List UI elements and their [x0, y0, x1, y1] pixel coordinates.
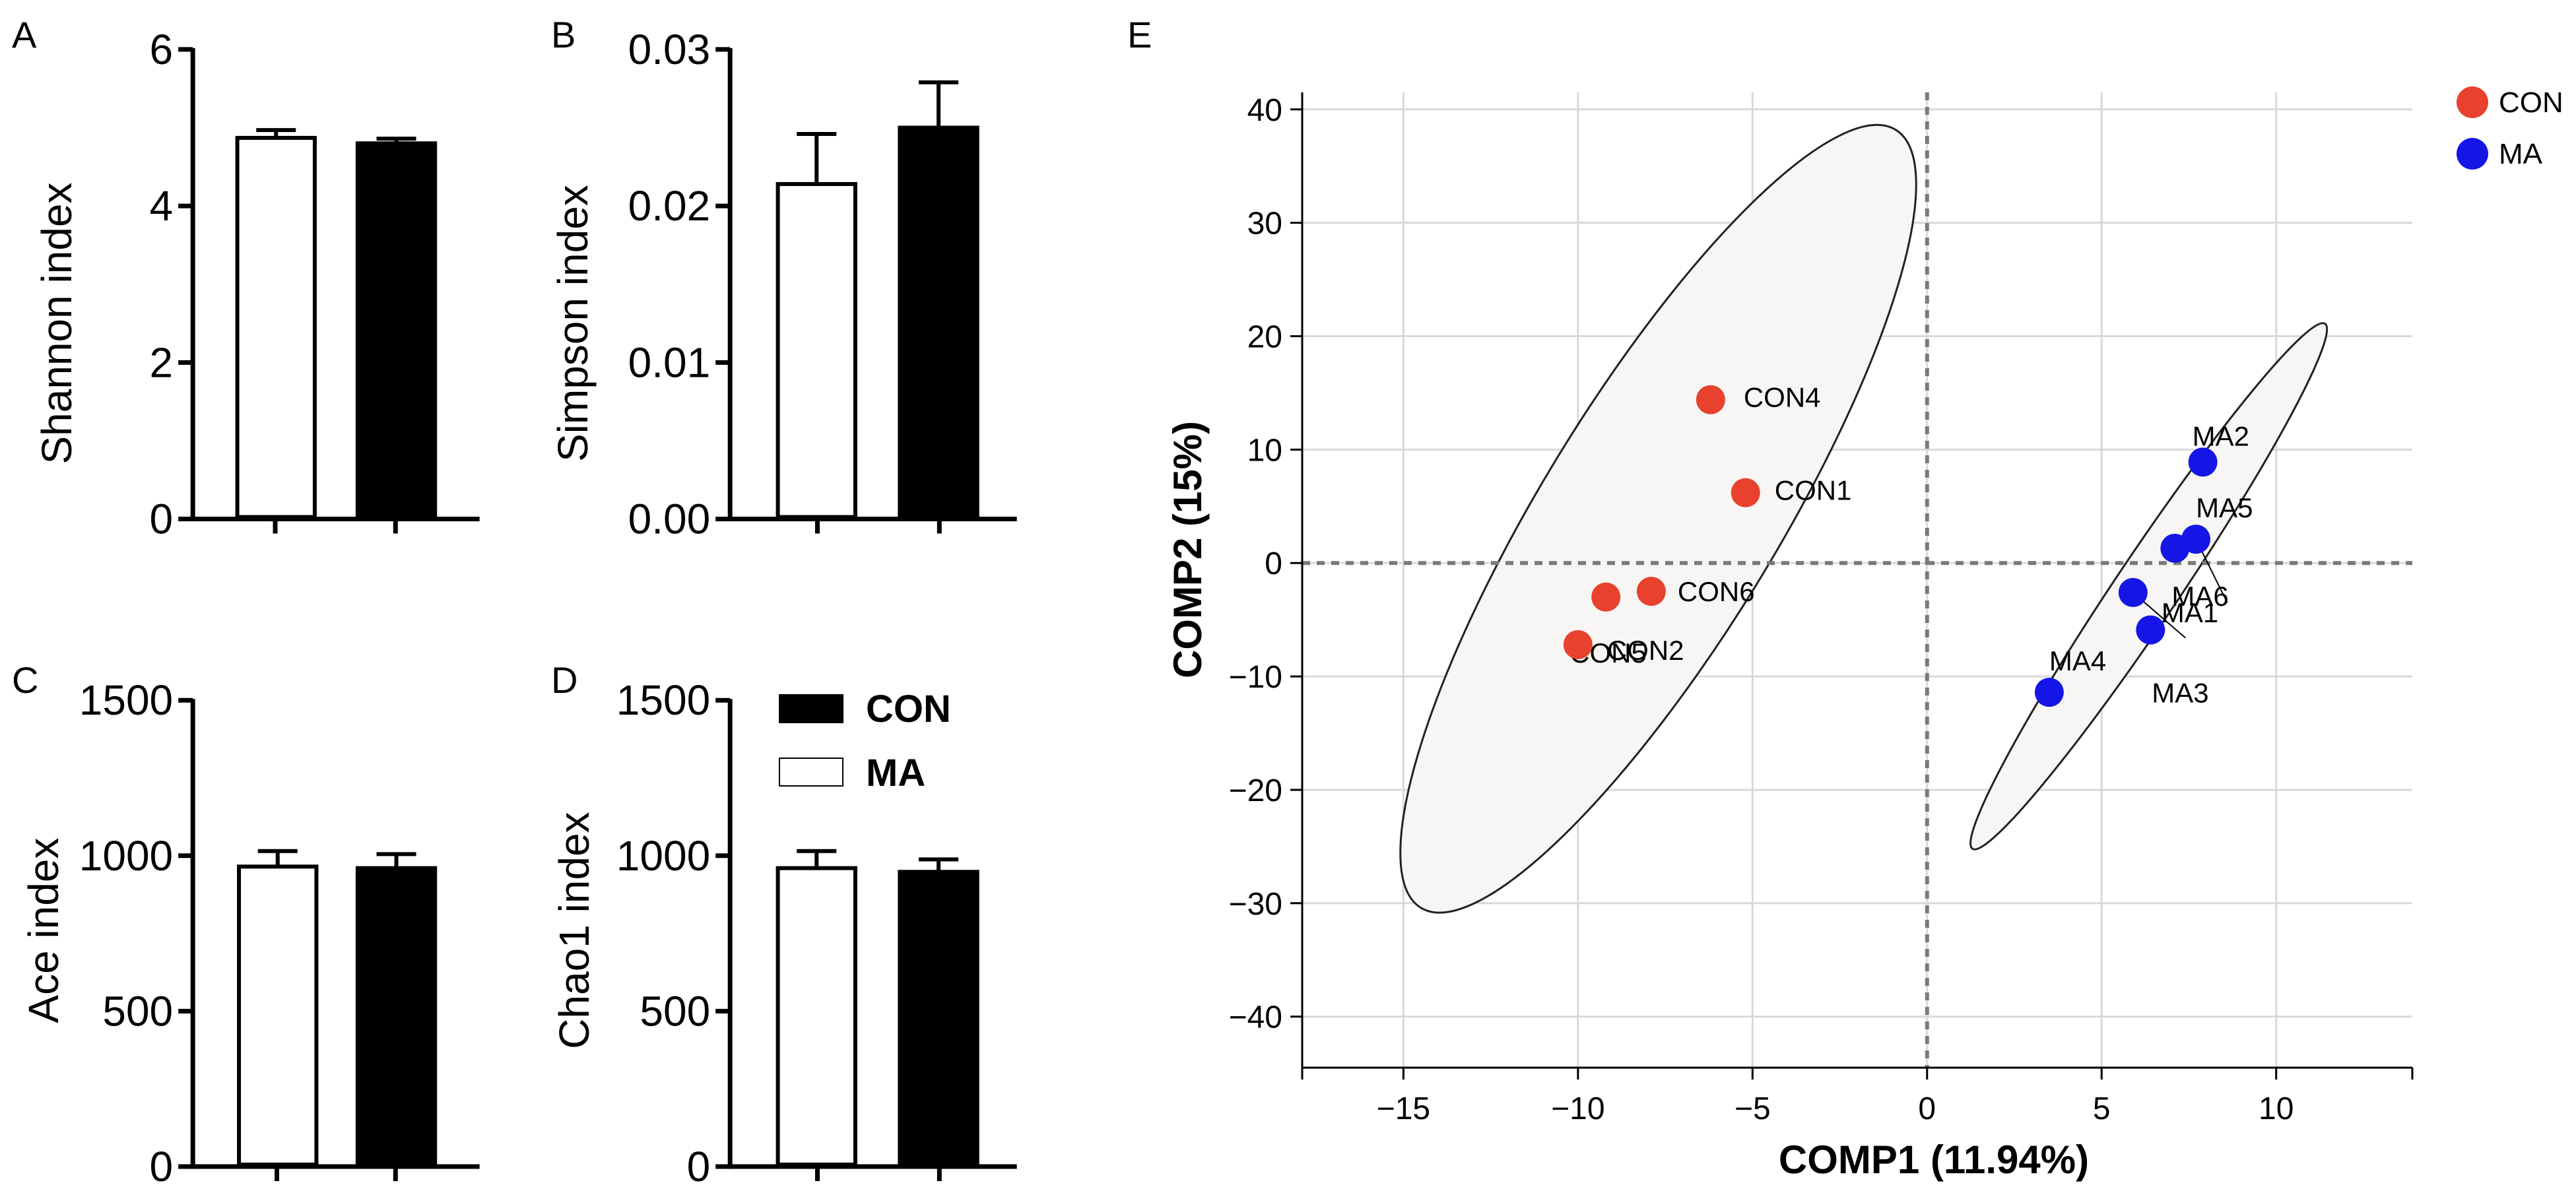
panel-d: D Chao1 index CON MA 0 500 1000 1500 [550, 659, 1017, 1190]
panel-e-point-ma4 [2034, 678, 2064, 707]
panel-e-label: E [1127, 14, 1152, 55]
legend-label-con: CON [866, 688, 951, 730]
panel-e-ytick-label: −40 [1229, 1000, 1282, 1035]
panel-e-point-ma3 [2136, 615, 2165, 645]
panel-d-ytick-label: 1500 [616, 676, 710, 724]
panel-a-bar-ma [235, 135, 317, 519]
panel-e-point-label-ma1: MA1 [2162, 597, 2218, 628]
panel-e-point-con2 [1563, 630, 1593, 659]
panel-e-point-label-ma5: MA5 [2196, 492, 2253, 523]
panel-a-ylabel: Shannon index [33, 182, 81, 464]
panel-e-point-label-ma6: MA6 [2171, 581, 2228, 612]
panel-c-ytick-label: 1000 [79, 832, 173, 880]
panel-d-ytick-label: 1000 [616, 832, 710, 880]
panel-c: C Ace index 0 500 1000 1500 [12, 659, 480, 1190]
panel-e-ytick-label: 0 [1265, 546, 1282, 581]
panel-e-ellipse-ma [1969, 322, 2328, 851]
panel-d-ytick-label: 0 [687, 1143, 711, 1190]
legend-text-con: CON [2499, 86, 2563, 119]
panel-e-point-label-ma3: MA3 [2152, 678, 2208, 709]
panel-b-bar-con [898, 125, 979, 519]
panel-e-xtick-label: −15 [1377, 1091, 1430, 1126]
legend-text-ma: MA [2499, 138, 2543, 170]
panel-b-ytick-label: 0.03 [628, 26, 711, 73]
panel-d-ytick-label: 500 [640, 987, 710, 1035]
panel-a-ytick-label: 2 [150, 339, 174, 386]
panel-e-ytick-label: −30 [1229, 887, 1282, 922]
panel-c-ytick-label: 500 [102, 987, 173, 1035]
panel-e-xtick-label: 10 [2259, 1091, 2294, 1126]
panel-e-ytick-label: −20 [1229, 773, 1282, 808]
panel-e-ellipse-con [1399, 123, 1917, 914]
panel-b-ytick-label: 0.01 [628, 339, 711, 386]
panel-d-bar-ma [776, 866, 857, 1167]
panel-c-ylabel: Ace index [20, 837, 67, 1023]
panel-e-legend: CON MA [2457, 86, 2563, 170]
panel-c-ytick-label: 1500 [79, 676, 173, 724]
panel-a-ytick-label: 0 [150, 496, 174, 543]
panel-b: B Simpson index 0.00 0.01 0.02 0.03 [549, 14, 1017, 543]
panel-b-ylabel: Simpson index [549, 185, 597, 462]
panel-a-ytick-label: 6 [150, 26, 174, 73]
panel-e-xtick-label: −10 [1551, 1091, 1604, 1126]
panel-e-point-con1 [1731, 478, 1760, 507]
legend-label-ma: MA [866, 752, 925, 794]
panel-a: A Shannon index 0 2 4 6 [12, 14, 480, 543]
panel-b-bar-ma [776, 181, 857, 519]
panel-e-ylabel: COMP2 (15%) [1166, 421, 1210, 678]
panel-e-ytick-label: −10 [1229, 660, 1282, 695]
legend-dot-ma [2457, 138, 2488, 170]
panel-e-ytick-label: 40 [1247, 93, 1282, 128]
panel-e-point-ma1 [2118, 577, 2148, 607]
panel-d-legend: CON MA [779, 688, 951, 794]
panel-b-label: B [551, 14, 576, 55]
legend-swatch-ma [779, 758, 843, 787]
panel-e-xlabel: COMP1 (11.94%) [1779, 1138, 2089, 1182]
panel-e-point-label-ma2: MA2 [2193, 420, 2249, 451]
panel-a-label: A [12, 14, 37, 55]
panel-a-bar-con [355, 141, 438, 519]
panel-c-label: C [12, 659, 38, 701]
legend-dot-con [2457, 86, 2488, 118]
panel-e-ytick-label: 10 [1247, 433, 1282, 468]
panel-b-ytick-label: 0.00 [628, 496, 711, 543]
panel-b-ytick-label: 0.02 [628, 182, 711, 230]
panel-d-bar-con [898, 870, 979, 1167]
panel-e-point-con4 [1696, 385, 1725, 414]
panel-c-ytick-label: 0 [150, 1143, 174, 1190]
panel-e-xtick-label: 5 [2093, 1091, 2111, 1126]
panel-e-point-label-con4: CON4 [1744, 382, 1821, 413]
panel-d-label: D [551, 659, 578, 701]
panel-c-bar-ma [237, 864, 319, 1167]
panel-e-point-label-con6: CON6 [1678, 576, 1755, 607]
panel-e-xtick-label: 0 [1918, 1091, 1936, 1126]
legend-swatch-con [779, 694, 843, 723]
panel-a-ytick-label: 4 [150, 182, 174, 230]
panel-e-point-con6 [1636, 577, 1666, 606]
panel-e-point-ma2 [2188, 447, 2218, 477]
panel-e-point-con5 [1591, 582, 1621, 612]
panel-e-point-label-ma4: MA4 [2049, 645, 2106, 676]
panel-d-ylabel: Chao1 index [550, 812, 598, 1049]
panel-e-ytick-label: 30 [1247, 207, 1282, 242]
panel-e-point-ma6 [2160, 533, 2190, 563]
panel-e: E COMP1 (11.94%) COMP2 (15%) CON MA −15 −… [1127, 14, 2563, 1182]
panel-e-ytick-label: 20 [1247, 320, 1282, 355]
panel-e-xtick-label: −5 [1734, 1091, 1771, 1126]
panel-e-point-label-con1: CON1 [1775, 475, 1852, 506]
panel-e-point-label-con2: CON2 [1607, 635, 1684, 666]
panel-c-bar-con [355, 866, 438, 1167]
